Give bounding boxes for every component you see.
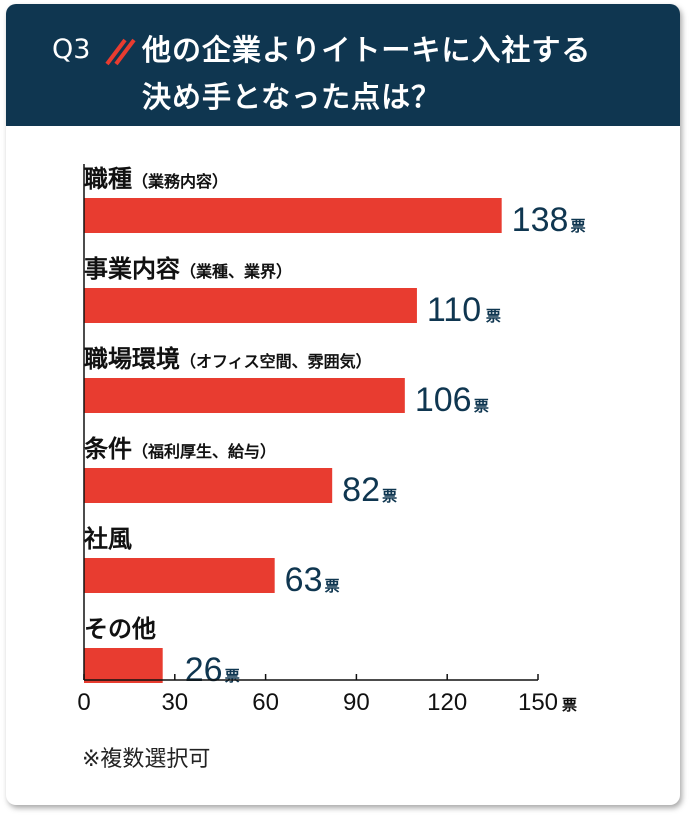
data-label-unit: 票 (486, 307, 501, 325)
title-line-2: 決め手となった点は？ (142, 80, 442, 114)
category-main: 事業内容 (84, 255, 180, 283)
x-tick-unit: 票 (562, 696, 577, 714)
data-label-unit: 票 (325, 577, 340, 595)
x-tick-label: 0 (77, 689, 90, 716)
bar (84, 468, 333, 503)
header-banner: Q3 他の企業よりイトーキに入社する 決め手となった点は？ (6, 4, 680, 126)
data-label: 106 (415, 381, 472, 419)
double-slash-icon (105, 38, 136, 66)
data-label-unit: 票 (382, 487, 397, 505)
category-sub: （福利厚生、給与） (132, 442, 276, 461)
data-label: 138 (512, 201, 569, 239)
category-main: 条件 (84, 435, 132, 463)
title-line-1: 他の企業よりイトーキに入社する (142, 33, 592, 67)
x-tick-label: 120 (427, 689, 467, 716)
category-sub: （業務内容） (132, 172, 228, 191)
category-label: 職種（業務内容） (84, 165, 228, 193)
data-label: 63 (285, 561, 323, 599)
category-main: 職種 (84, 165, 132, 193)
data-label-unit: 票 (474, 397, 489, 415)
category-main: 職場環境 (84, 345, 180, 373)
data-label: 26 (185, 651, 223, 689)
category-label: 職場環境（オフィス空間、雰囲気） (84, 345, 372, 373)
data-label: 110 (427, 291, 481, 329)
x-tick-label: 90 (343, 689, 370, 716)
category-label: 事業内容（業種、業界） (84, 255, 292, 283)
bar (84, 198, 502, 233)
category-sub: （業種、業界） (180, 262, 292, 281)
category-sub: （オフィス空間、雰囲気） (180, 352, 372, 371)
x-tick-label: 150 (518, 689, 558, 716)
bar (84, 648, 163, 683)
bar (84, 558, 275, 593)
category-main: その他 (84, 615, 156, 643)
footnote: ※複数選択可 (82, 747, 211, 772)
category-label: その他 (84, 615, 156, 643)
question-number: Q3 (52, 34, 91, 65)
category-label: 条件（福利厚生、給与） (84, 435, 276, 463)
data-label: 82 (342, 471, 380, 509)
category-label: 社風 (84, 525, 132, 553)
x-tick-label: 30 (161, 689, 188, 716)
category-main: 社風 (84, 525, 132, 553)
bar (84, 288, 417, 323)
data-label-unit: 票 (571, 217, 586, 235)
chart-card: Q3 他の企業よりイトーキに入社する 決め手となった点は？ 職種（業務内容） 13… (6, 4, 680, 805)
data-label-unit: 票 (225, 667, 240, 685)
x-tick-label: 60 (252, 689, 279, 716)
bar (84, 378, 405, 413)
